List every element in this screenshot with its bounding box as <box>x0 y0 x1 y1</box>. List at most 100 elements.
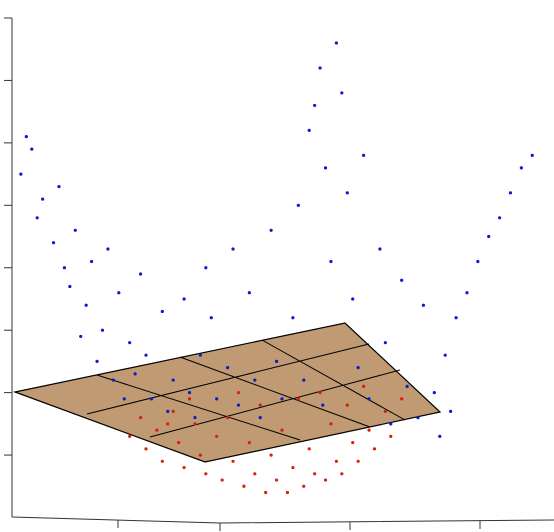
point <box>84 303 88 307</box>
point <box>321 403 325 407</box>
point <box>117 291 121 295</box>
point <box>285 490 290 495</box>
point <box>296 203 300 207</box>
point <box>334 459 338 463</box>
point <box>389 434 393 438</box>
point <box>367 397 371 401</box>
point <box>508 191 513 195</box>
point <box>356 459 360 463</box>
point <box>367 428 371 432</box>
point <box>313 472 317 476</box>
point <box>291 465 295 470</box>
point <box>405 384 409 388</box>
point <box>313 103 317 108</box>
point <box>253 378 257 382</box>
point <box>269 453 273 457</box>
point <box>274 478 279 482</box>
point <box>182 465 186 470</box>
point <box>193 416 197 420</box>
point <box>128 434 132 438</box>
point <box>362 384 366 388</box>
point <box>340 91 344 95</box>
point <box>155 428 159 432</box>
point <box>280 397 284 401</box>
point <box>19 172 23 176</box>
plane-grid <box>86 339 406 441</box>
point <box>220 478 224 482</box>
point <box>378 247 382 251</box>
point <box>487 234 491 239</box>
point <box>400 278 404 282</box>
point <box>302 484 306 488</box>
point <box>95 359 99 364</box>
point <box>133 372 137 376</box>
point <box>62 266 66 270</box>
point <box>231 459 235 463</box>
point <box>323 478 328 482</box>
point <box>421 303 426 307</box>
point <box>204 472 208 476</box>
x-axis <box>11 516 554 524</box>
point <box>302 378 306 382</box>
point <box>160 309 164 314</box>
point <box>51 241 56 245</box>
point <box>73 228 77 232</box>
point <box>122 397 126 401</box>
point <box>57 184 61 189</box>
point <box>383 341 387 345</box>
point <box>318 66 322 70</box>
point <box>215 434 219 438</box>
point <box>187 391 192 395</box>
point <box>389 422 393 426</box>
point <box>144 353 148 357</box>
point <box>149 397 154 401</box>
point <box>226 416 230 420</box>
point <box>454 316 458 320</box>
point <box>416 416 420 420</box>
point <box>465 291 469 295</box>
point <box>274 359 279 364</box>
point <box>171 409 175 413</box>
point <box>226 366 230 370</box>
point <box>24 135 28 139</box>
point <box>160 459 164 463</box>
point <box>530 153 534 157</box>
point <box>400 397 404 401</box>
point <box>449 409 453 413</box>
point <box>198 353 202 357</box>
point <box>171 378 175 382</box>
point <box>90 259 94 264</box>
point <box>291 316 295 320</box>
point <box>345 191 349 195</box>
point <box>443 353 447 357</box>
point <box>106 247 110 251</box>
point <box>209 316 213 320</box>
point <box>236 403 241 407</box>
point <box>318 391 322 395</box>
point <box>351 440 355 445</box>
point <box>193 422 197 426</box>
point <box>476 259 480 264</box>
point <box>264 490 268 495</box>
x-axis-ticks <box>117 520 481 531</box>
point <box>383 409 387 413</box>
point <box>340 472 344 476</box>
point <box>280 428 284 432</box>
point <box>356 366 360 370</box>
point <box>307 128 311 132</box>
point <box>215 397 219 401</box>
point <box>204 266 208 270</box>
point <box>182 297 186 301</box>
point <box>519 166 523 170</box>
point <box>41 197 45 201</box>
point <box>242 484 246 488</box>
point <box>258 403 262 407</box>
point <box>68 284 72 289</box>
point <box>269 228 273 232</box>
point <box>258 416 262 420</box>
point <box>138 416 143 420</box>
point <box>329 422 333 426</box>
point <box>351 297 355 301</box>
plane <box>12 322 442 463</box>
